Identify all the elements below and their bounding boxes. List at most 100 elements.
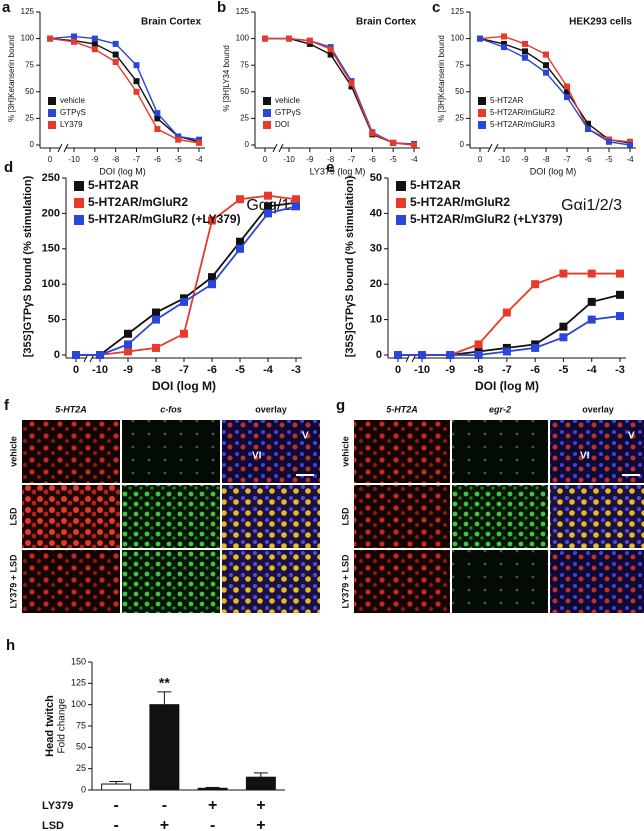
y-tick-label: 0 <box>81 784 86 794</box>
x-tick-label: -5 <box>390 155 398 164</box>
data-point <box>564 88 570 95</box>
data-point <box>474 351 483 359</box>
data-point <box>418 351 426 359</box>
legend-label: 5-HT2AR <box>490 96 524 105</box>
y-tick-label: 75 <box>455 60 464 69</box>
data-point <box>152 343 160 352</box>
micrograph <box>22 485 120 548</box>
legend-marker <box>396 215 406 225</box>
legend-label: 5-HT2AR/mGluR2 <box>410 195 510 209</box>
data-point <box>306 40 313 47</box>
y-tick-label: 25 <box>240 114 249 123</box>
data-point <box>96 351 104 359</box>
data-point <box>327 46 334 53</box>
condition-label: - <box>210 817 215 831</box>
data-point <box>394 351 402 359</box>
y-tick-label: 0 <box>54 349 60 361</box>
data-point <box>208 280 216 289</box>
y-tick-label: 30 <box>370 243 382 255</box>
legend-label: 5-HT2AR/mGluR2 <box>88 195 188 209</box>
data-point <box>180 329 188 338</box>
data-point <box>327 51 334 58</box>
data-point <box>264 209 272 218</box>
x-axis-label: DOI (log M) <box>152 379 216 393</box>
legend-marker <box>48 109 56 117</box>
data-point <box>175 136 182 143</box>
micrograph <box>550 485 644 548</box>
data-point <box>531 280 540 289</box>
legend-label: vehicle <box>275 96 300 105</box>
legend-label: 5-HT2AR/mGluR2 (+LY379) <box>88 212 241 226</box>
axis-break <box>57 143 63 153</box>
condition-label: - <box>113 817 118 831</box>
x-tick-label: -7 <box>133 155 141 164</box>
y-tick-label: 0 <box>460 140 465 149</box>
y-tick-label: 0 <box>30 140 35 149</box>
micrograph <box>122 485 220 548</box>
series-line <box>49 37 200 144</box>
condition-label: - <box>113 797 118 814</box>
data-point <box>411 142 417 148</box>
data-point <box>196 136 202 143</box>
layer-label: V <box>302 431 309 442</box>
legend-marker <box>478 97 486 105</box>
micrograph <box>452 420 548 483</box>
data-point <box>236 237 244 246</box>
x-tick-label: -3 <box>291 364 301 376</box>
x-tick-label: -3 <box>615 364 625 376</box>
column-header: overlay <box>255 404 287 414</box>
micrograph <box>452 550 548 613</box>
y-tick-label: 100 <box>21 34 35 43</box>
y-tick-label: 50 <box>25 87 34 96</box>
series-line <box>479 37 631 146</box>
panel-label: d <box>4 159 13 176</box>
legend-label: GTPγS <box>275 108 301 117</box>
column-header: 5-HT2A <box>386 404 418 414</box>
data-point <box>236 195 244 204</box>
x-tick-label: -7 <box>563 155 571 164</box>
data-point <box>502 347 511 356</box>
panel-label: c <box>432 0 440 16</box>
bar <box>149 704 180 791</box>
x-tick-label: -6 <box>369 155 377 164</box>
data-point <box>477 35 483 42</box>
column-header: c-fos <box>160 404 182 414</box>
y-tick-label: 50 <box>76 742 86 752</box>
micrograph <box>122 550 220 613</box>
y-tick-label: 0 <box>376 349 382 361</box>
x-axis-label: LY379 (log M) <box>310 166 366 176</box>
data-point <box>124 329 132 338</box>
data-point <box>180 297 188 306</box>
data-point <box>543 69 549 76</box>
y-tick-label: 100 <box>42 278 60 290</box>
data-point <box>71 38 77 45</box>
bar <box>101 783 132 791</box>
legend-marker <box>263 121 271 129</box>
legend-marker <box>48 121 56 129</box>
y-tick-label: 50 <box>48 314 60 326</box>
x-tick-label: -9 <box>91 155 99 164</box>
y-tick-label: 250 <box>42 172 60 184</box>
y-tick-label: 40 <box>370 207 382 219</box>
row-label: LSD <box>8 507 18 526</box>
data-point <box>502 308 511 317</box>
legend-marker <box>478 121 486 129</box>
y-tick-label: 25 <box>25 114 34 123</box>
x-tick-label: -6 <box>530 364 540 376</box>
x-tick-label: -7 <box>179 364 189 376</box>
column-header: egr-2 <box>489 404 511 414</box>
data-point <box>606 138 612 145</box>
data-point <box>264 191 272 200</box>
data-point <box>522 40 528 47</box>
layer-label: VI <box>580 451 590 462</box>
data-point <box>91 40 98 47</box>
legend-label: LY379 <box>60 120 83 129</box>
annotation: Brain Cortex <box>141 17 201 28</box>
data-point <box>208 216 216 225</box>
y-tick-label: 125 <box>71 678 86 688</box>
x-tick-label: -10 <box>92 364 108 376</box>
data-point <box>543 62 549 69</box>
y-tick-label: 125 <box>236 7 250 16</box>
y-axis-label: [35S]GTPγS bound (% stimulation) <box>22 175 34 357</box>
